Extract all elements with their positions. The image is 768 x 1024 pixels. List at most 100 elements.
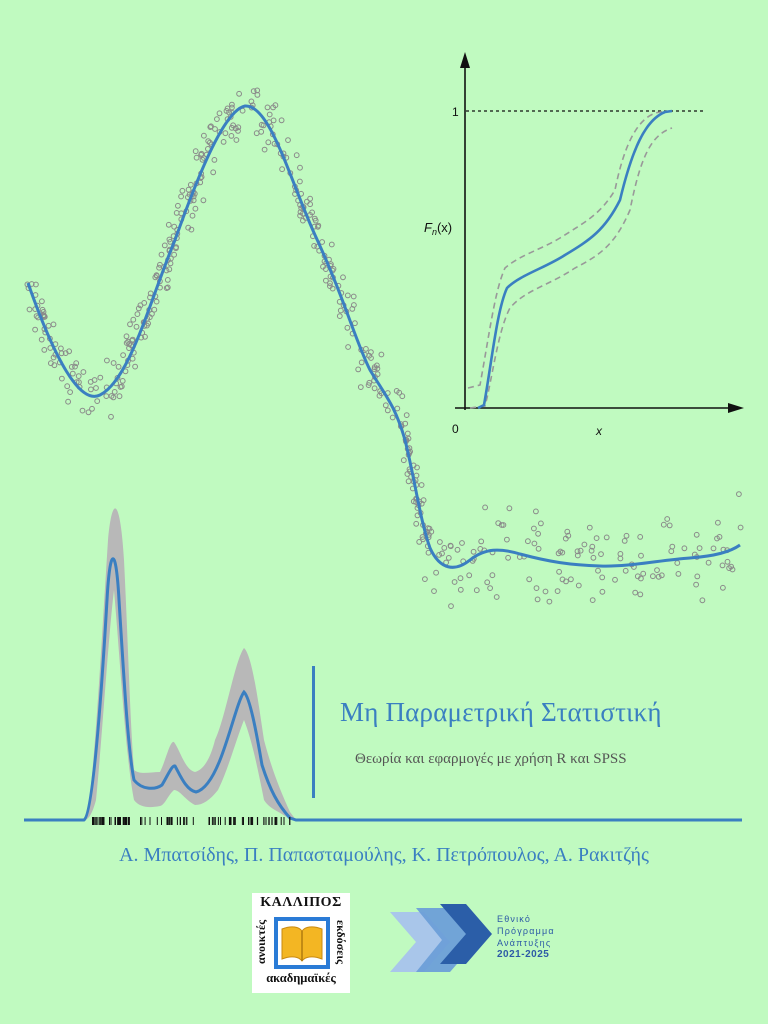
scatter-point bbox=[198, 150, 205, 157]
kallipos-logo: ΚΑΛΛΙΠΟΣ ανοικτές εκδόσεις ακαδημαϊκές bbox=[252, 893, 350, 993]
scatter-point bbox=[147, 290, 154, 297]
scatter-point bbox=[210, 169, 217, 176]
scatter-point bbox=[110, 394, 117, 401]
scatter-point bbox=[696, 545, 703, 551]
scatter-point bbox=[89, 405, 95, 412]
scatter-point bbox=[546, 598, 553, 605]
scatter-point bbox=[39, 306, 46, 313]
scatter-point bbox=[212, 126, 218, 132]
scatter-point bbox=[185, 186, 192, 193]
scatter-point bbox=[448, 603, 454, 609]
scatter-point bbox=[344, 324, 351, 331]
scatter-point bbox=[403, 412, 410, 419]
scatter-point bbox=[459, 540, 465, 546]
scatter-point bbox=[352, 320, 358, 327]
scatter-point bbox=[728, 563, 734, 570]
scatter-point bbox=[311, 243, 318, 249]
scatter-point bbox=[457, 575, 464, 582]
scatter-point bbox=[531, 540, 538, 547]
scatter-point bbox=[355, 366, 362, 373]
scatter-point bbox=[266, 111, 273, 118]
scatter-point bbox=[737, 524, 744, 531]
scatter-point bbox=[384, 407, 391, 414]
scatter-point bbox=[39, 298, 45, 305]
scatter-point bbox=[127, 321, 133, 328]
scatter-point bbox=[236, 90, 243, 97]
scatter-point bbox=[279, 166, 286, 173]
scatter-point bbox=[62, 350, 69, 357]
scatter-point bbox=[535, 545, 542, 552]
scatter-point bbox=[142, 333, 148, 340]
scatter-point bbox=[320, 263, 326, 270]
scatter-point bbox=[175, 202, 181, 209]
scatter-point bbox=[404, 430, 411, 437]
scatter-point bbox=[719, 562, 726, 569]
scatter-point bbox=[110, 360, 117, 366]
scatter-point bbox=[48, 360, 54, 367]
scatter-point bbox=[588, 547, 595, 554]
scatter-point bbox=[590, 554, 597, 561]
scatter-point bbox=[132, 363, 139, 370]
scatter-point bbox=[470, 548, 477, 555]
scatter-point bbox=[555, 550, 562, 557]
scatter-point bbox=[158, 251, 165, 258]
scatter-point bbox=[222, 130, 229, 137]
scatter-point bbox=[705, 559, 712, 566]
scatter-point bbox=[640, 570, 647, 577]
scatter-point bbox=[402, 420, 409, 427]
scatter-point bbox=[650, 573, 656, 580]
scatter-point bbox=[328, 241, 335, 248]
scatter-point bbox=[466, 572, 473, 579]
scatter-point bbox=[368, 355, 374, 361]
scatter-point bbox=[674, 560, 681, 566]
scatter-point bbox=[278, 117, 285, 124]
ecdf-plot: 1 0 x Fn(x) bbox=[424, 52, 744, 438]
scatter-point bbox=[564, 528, 571, 535]
scatter-point bbox=[715, 519, 721, 526]
scatter-point bbox=[207, 124, 214, 130]
scatter-point bbox=[50, 354, 57, 361]
scatter-point bbox=[307, 201, 314, 208]
scatter-point bbox=[264, 104, 271, 111]
scatter-point bbox=[205, 138, 212, 145]
scatter-point bbox=[351, 302, 357, 308]
scatter-point bbox=[637, 534, 644, 540]
scatter-point bbox=[111, 389, 118, 395]
scatter-point bbox=[120, 352, 126, 359]
espa-line-3: Ανάπτυξης bbox=[497, 938, 552, 948]
scatter-point bbox=[179, 187, 186, 194]
scatter-point bbox=[655, 573, 662, 580]
scatter-point bbox=[533, 585, 540, 591]
scatter-point bbox=[637, 591, 644, 598]
scatter-point bbox=[166, 266, 173, 273]
scatter-point bbox=[248, 98, 255, 105]
scatter-point bbox=[337, 307, 344, 314]
scatter-point bbox=[91, 377, 98, 383]
ecdf-y-label-main: F bbox=[424, 220, 433, 235]
scatter-point bbox=[164, 284, 171, 291]
ecdf-y-arrowhead bbox=[460, 52, 470, 68]
scatter-point bbox=[493, 594, 500, 600]
smooth-regression-curve bbox=[26, 104, 741, 569]
scatter-point bbox=[253, 130, 260, 137]
scatter-point bbox=[97, 374, 104, 381]
scatter-point bbox=[65, 398, 71, 405]
scatter-point bbox=[371, 385, 378, 392]
scatter-point bbox=[323, 277, 329, 284]
scatter-point bbox=[167, 260, 174, 267]
scatter-point bbox=[559, 549, 566, 556]
espa-chevrons-icon bbox=[390, 904, 492, 972]
scatter-point bbox=[382, 402, 389, 409]
scatter-point bbox=[80, 369, 87, 375]
scatter-point bbox=[436, 552, 443, 558]
scatter-point bbox=[188, 226, 195, 233]
scatter-point bbox=[69, 370, 76, 377]
scatter-point bbox=[156, 264, 163, 271]
scatter-point bbox=[178, 193, 185, 200]
scatter-point bbox=[376, 392, 383, 399]
scatter-point bbox=[297, 164, 303, 171]
scatter-point bbox=[534, 596, 541, 603]
scatter-point bbox=[533, 508, 539, 515]
scatter-point bbox=[389, 414, 396, 421]
ecdf-origin-label: 0 bbox=[452, 422, 459, 436]
